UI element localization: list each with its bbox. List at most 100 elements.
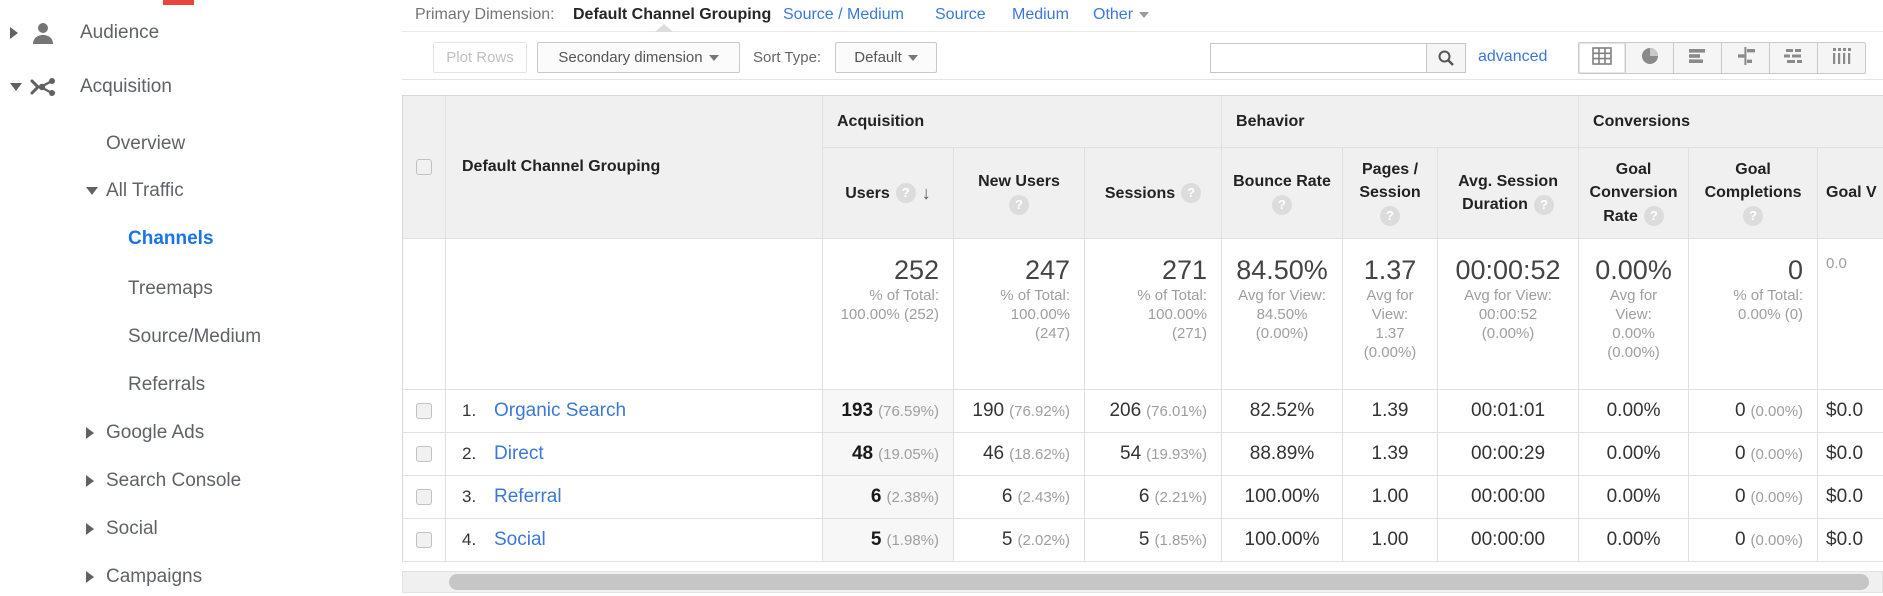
- table-search-input[interactable]: [1210, 43, 1427, 73]
- chevron-right-icon[interactable]: [86, 571, 94, 583]
- sidebar-item-referrals[interactable]: Referrals: [0, 362, 402, 408]
- summary-value: 0: [1788, 255, 1804, 285]
- column-header-text: New Users: [978, 172, 1060, 190]
- help-icon[interactable]: ?: [1009, 194, 1029, 215]
- column-header-users[interactable]: Users? ↓: [822, 147, 954, 239]
- row-checkbox[interactable]: [416, 532, 432, 548]
- metric-value: 1.00: [1371, 486, 1409, 507]
- row-checkbox[interactable]: [416, 446, 432, 462]
- sidebar-item-search-console[interactable]: Search Console: [0, 458, 402, 504]
- metric-value: 0.00%: [1606, 529, 1661, 550]
- metric-value: 0: [1734, 400, 1746, 421]
- primary-dimension-link-source-medium[interactable]: Source / Medium: [783, 6, 904, 23]
- sidebar-item-google-ads[interactable]: Google Ads: [0, 410, 402, 456]
- sidebar-item-audience[interactable]: Audience: [0, 10, 402, 56]
- sidebar-item-campaigns[interactable]: Campaigns: [0, 554, 402, 596]
- term-cloud-view-button[interactable]: [1770, 42, 1818, 74]
- summary-subtext: 0.0: [1826, 255, 1847, 272]
- horizontal-scrollbar-track[interactable]: [402, 571, 1883, 593]
- sidebar-item-channels[interactable]: Channels: [0, 216, 402, 262]
- summary-metric-cell: 252 % of Total: 100.00% (252): [822, 238, 954, 390]
- percentage-view-button[interactable]: [1626, 42, 1674, 74]
- sidebar-item-overview[interactable]: Overview: [0, 121, 402, 167]
- summary-subtext: (0.00%): [1255, 325, 1309, 342]
- sidebar-item-all-traffic[interactable]: All Traffic: [0, 168, 402, 214]
- column-header-pages-session[interactable]: Pages / Session?: [1342, 147, 1439, 239]
- column-header-new-users[interactable]: New Users?: [953, 147, 1085, 239]
- comparison-view-button[interactable]: [1722, 42, 1770, 74]
- metric-cell: $0.0: [1817, 518, 1883, 562]
- table-view-button[interactable]: [1578, 42, 1626, 74]
- metric-cell: 206 (76.01%): [1084, 389, 1223, 433]
- performance-view-button[interactable]: [1674, 42, 1722, 74]
- help-icon[interactable]: ?: [1272, 194, 1293, 215]
- chevron-down-icon[interactable]: [10, 83, 22, 91]
- sidebar-item-source-medium[interactable]: Source/Medium: [0, 314, 402, 360]
- group-header-acquisition: Acquisition: [822, 95, 1223, 148]
- summary-metric-cell: 0.0: [1817, 238, 1883, 390]
- metric-value: 5: [1138, 529, 1150, 550]
- column-header-goal-completions[interactable]: Goal Completions?: [1688, 147, 1819, 239]
- sidebar-item-label: Overview: [106, 133, 186, 154]
- sort-type-button[interactable]: Default: [835, 42, 937, 73]
- metric-cell: 193 (76.59%): [822, 389, 954, 433]
- horizontal-scrollbar-thumb[interactable]: [449, 574, 1869, 590]
- report-table-container: Default Channel Grouping Acquisition Behav…: [402, 95, 1883, 562]
- column-header-bounce-rate[interactable]: Bounce Rate?: [1221, 147, 1344, 239]
- summary-subtext: 1.37: [1375, 325, 1405, 342]
- primary-dimension-link-source[interactable]: Source: [935, 6, 986, 23]
- sidebar-item-social[interactable]: Social: [0, 506, 402, 552]
- column-header-avg-session-duration[interactable]: Avg. Session Duration?: [1437, 147, 1580, 239]
- channel-link[interactable]: Referral: [494, 486, 562, 507]
- row-checkbox[interactable]: [416, 403, 432, 419]
- advanced-search-link[interactable]: advanced: [1478, 48, 1548, 65]
- primary-dimension-link-medium[interactable]: Medium: [1012, 6, 1069, 23]
- column-header-goal-v[interactable]: Goal V: [1817, 147, 1883, 239]
- chevron-down-icon[interactable]: [86, 187, 98, 195]
- summary-metric-cell: 84.50% Avg for View: 84.50% (0.00%): [1221, 238, 1344, 390]
- metric-cell: 5 (1.85%): [1084, 518, 1223, 562]
- group-header-behavior: Behavior: [1221, 95, 1580, 148]
- chevron-down-icon: [1139, 11, 1150, 18]
- select-all-checkbox[interactable]: [416, 159, 432, 175]
- column-header-text: Session: [1359, 184, 1421, 201]
- help-icon[interactable]: ?: [1181, 183, 1202, 203]
- channel-link[interactable]: Social: [494, 529, 546, 550]
- chevron-right-icon[interactable]: [86, 475, 94, 487]
- chevron-right-icon[interactable]: [86, 523, 94, 535]
- help-icon[interactable]: ?: [1743, 206, 1764, 226]
- help-icon[interactable]: ?: [1643, 206, 1664, 226]
- column-header-sessions[interactable]: Sessions?: [1084, 147, 1223, 239]
- secondary-dimension-button[interactable]: Secondary dimension: [537, 42, 740, 73]
- sort-descending-icon[interactable]: ↓: [921, 182, 931, 203]
- column-header-text: Conversion: [1589, 184, 1678, 201]
- dimension-column-header[interactable]: Default Channel Grouping: [445, 95, 823, 239]
- metric-cell: 54 (19.93%): [1084, 432, 1223, 476]
- channel-link[interactable]: Organic Search: [494, 400, 627, 421]
- channel-link[interactable]: Direct: [494, 443, 544, 464]
- pivot-view-button[interactable]: [1818, 42, 1866, 74]
- metric-cell: 5 (2.02%): [953, 518, 1085, 562]
- help-icon[interactable]: ?: [895, 183, 916, 203]
- metric-percent: (1.98%): [886, 532, 939, 549]
- summary-value: 0.00%: [1595, 255, 1672, 285]
- primary-dimension-selected[interactable]: Default Channel Grouping: [573, 6, 772, 23]
- summary-subtext: 0.00%: [1612, 325, 1655, 342]
- chevron-right-icon[interactable]: [10, 27, 18, 39]
- sidebar-item-label: Social: [106, 518, 158, 539]
- metric-percent: (2.21%): [1154, 489, 1208, 506]
- search-button[interactable]: [1427, 43, 1466, 73]
- table-row: 1. Organic Search 193 (76.59%) 190 (76.92%) 20…: [402, 389, 1883, 433]
- sidebar-item-acquisition[interactable]: Acquisition: [0, 64, 402, 110]
- summary-value: 271: [1161, 255, 1208, 285]
- column-header-goal-conversion-rate[interactable]: Goal Conversion Rate?: [1578, 147, 1690, 239]
- primary-dimension-other-dropdown[interactable]: Other: [1093, 6, 1150, 24]
- chevron-right-icon[interactable]: [86, 427, 94, 439]
- row-checkbox[interactable]: [416, 489, 432, 505]
- help-icon[interactable]: ?: [1533, 194, 1554, 215]
- column-header-line: Avg. Session: [1458, 172, 1558, 191]
- help-icon[interactable]: ?: [1380, 206, 1401, 226]
- sidebar-item-treemaps[interactable]: Treemaps: [0, 266, 402, 312]
- sidebar-item-label: Channels: [128, 228, 214, 249]
